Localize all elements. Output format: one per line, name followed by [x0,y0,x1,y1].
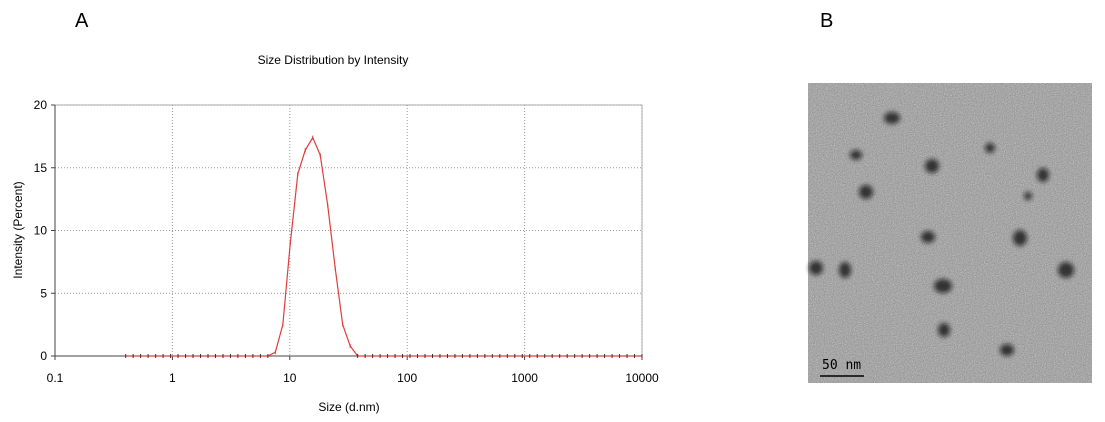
data-line [125,136,642,357]
x-tick-label: 1 [169,371,176,385]
panel-label: A [75,10,89,32]
scale-bar-label: 50 nm [822,358,861,373]
x-tick-label: 100 [397,371,417,385]
panel-label: B [820,10,833,32]
tem-image: 50 nm [808,83,1092,383]
particles [809,112,1074,356]
x-tick-label: 10 [283,371,297,385]
y-tick-label: 20 [34,98,48,112]
x-tick-label: 1000 [511,371,538,385]
x-tick-label: 10000 [625,371,659,385]
y-tick-label: 10 [34,224,48,238]
x-axis-label: Size (d.nm) [318,400,379,414]
image-noise [808,83,1092,383]
plot: 0 5 10 15 20 0.1 1 10 100 1000 10000 [34,98,659,385]
x-tick-label: 0.1 [47,371,64,385]
y-tick-label: 0 [40,349,47,363]
chart-title: Size Distribution by Intensity [258,53,409,67]
y-tick-label: 5 [40,286,47,300]
y-tick-label: 15 [34,161,48,175]
y-axis-label: Intensity (Percent) [11,181,25,278]
